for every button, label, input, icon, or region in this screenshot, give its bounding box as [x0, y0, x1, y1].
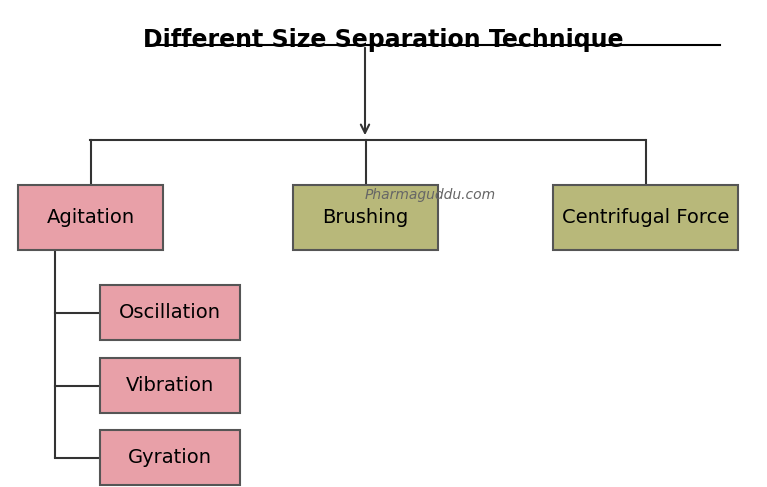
Text: Gyration: Gyration — [128, 448, 212, 467]
Text: Vibration: Vibration — [126, 376, 214, 395]
Text: Pharmaguddu.com: Pharmaguddu.com — [364, 188, 495, 202]
FancyBboxPatch shape — [100, 358, 240, 413]
Text: Different Size Separation Technique: Different Size Separation Technique — [143, 28, 624, 52]
Text: Oscillation: Oscillation — [119, 303, 221, 322]
Text: Agitation: Agitation — [47, 208, 134, 227]
Text: Centrifugal Force: Centrifugal Force — [561, 208, 729, 227]
FancyBboxPatch shape — [18, 185, 163, 250]
FancyBboxPatch shape — [293, 185, 438, 250]
Text: Brushing: Brushing — [322, 208, 409, 227]
FancyBboxPatch shape — [100, 430, 240, 485]
FancyBboxPatch shape — [100, 285, 240, 340]
FancyBboxPatch shape — [553, 185, 738, 250]
